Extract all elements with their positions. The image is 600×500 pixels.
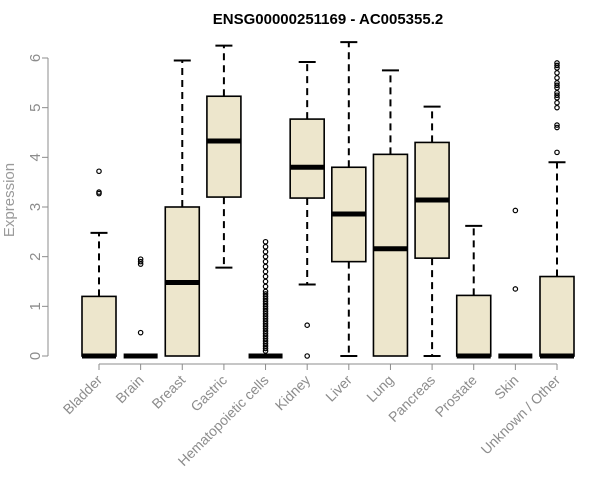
box-brain <box>123 256 158 359</box>
y-tick-label: 5 <box>27 103 44 111</box>
x-tick-label: Kidney <box>272 372 314 414</box>
y-tick-label: 3 <box>27 203 44 211</box>
outlier-point <box>262 248 269 255</box>
box-breast <box>164 59 201 357</box>
box-kidney <box>289 60 325 359</box>
x-tick-label: Breast <box>148 372 188 412</box>
outlier-point <box>262 253 269 260</box>
outlier-point <box>262 291 269 297</box>
outlier-point <box>554 62 560 69</box>
x-tick-label: Bladder <box>60 372 106 418</box>
outlier-point <box>96 168 102 175</box>
outlier-point <box>262 278 269 285</box>
outlier-point <box>554 82 560 89</box>
y-tick-label: 0 <box>27 352 44 360</box>
x-tick-label: Brain <box>112 372 146 406</box>
outlier-point <box>96 189 102 195</box>
outlier-point <box>262 268 269 275</box>
box-unknown-other <box>539 60 575 359</box>
x-tick-label: Skin <box>491 372 522 403</box>
box-body <box>81 295 117 357</box>
outlier-point <box>262 238 269 245</box>
outlier-point <box>554 122 560 128</box>
outlier-point <box>304 353 310 359</box>
box-pancreas <box>414 105 450 357</box>
outlier-point <box>304 322 310 329</box>
outlier-point <box>512 286 519 292</box>
box-bladder <box>81 168 117 359</box>
x-tick-label: Prostate <box>432 372 480 420</box>
box-liver <box>331 41 367 357</box>
y-axis-label: Expression <box>1 163 18 237</box>
x-tick-label: Liver <box>322 372 355 405</box>
y-tick-label: 2 <box>27 252 44 260</box>
box-body <box>539 275 575 357</box>
outlier-point <box>554 124 560 131</box>
y-tick-label: 1 <box>27 302 44 310</box>
box-hematopoietic-cells <box>248 238 283 359</box>
outlier-point <box>262 283 269 290</box>
y-axis: 0 1 2 3 4 5 6 <box>27 54 49 360</box>
outlier-point <box>137 258 144 265</box>
outlier-point <box>262 258 269 265</box>
outlier-point <box>137 329 144 336</box>
outlier-point <box>554 104 560 111</box>
outlier-point <box>262 273 269 280</box>
x-tick-label: Unknown / Other <box>478 372 564 458</box>
outlier-point <box>137 256 144 262</box>
box-body <box>372 153 409 357</box>
outlier-point <box>554 70 560 76</box>
y-tick-label: 4 <box>27 153 44 161</box>
outlier-point <box>554 75 560 81</box>
box-prostate <box>455 224 492 359</box>
box-lung <box>372 69 409 357</box>
outlier-point <box>262 243 269 250</box>
box-body <box>206 95 242 198</box>
outlier-point <box>554 149 560 156</box>
box-gastric <box>206 44 242 269</box>
box-body <box>289 118 325 199</box>
box-series <box>81 41 575 359</box>
x-tick-label: Lung <box>363 372 396 405</box>
outlier-point <box>262 263 269 270</box>
outlier-point <box>554 92 560 99</box>
box-skin <box>498 207 533 359</box>
outlier-point <box>554 99 560 106</box>
outlier-point <box>512 207 519 214</box>
box-body <box>455 294 492 357</box>
chart-title: ENSG00000251169 - AC005355.2 <box>213 11 443 28</box>
outlier-point <box>554 60 560 66</box>
y-tick-label: 6 <box>27 54 44 62</box>
